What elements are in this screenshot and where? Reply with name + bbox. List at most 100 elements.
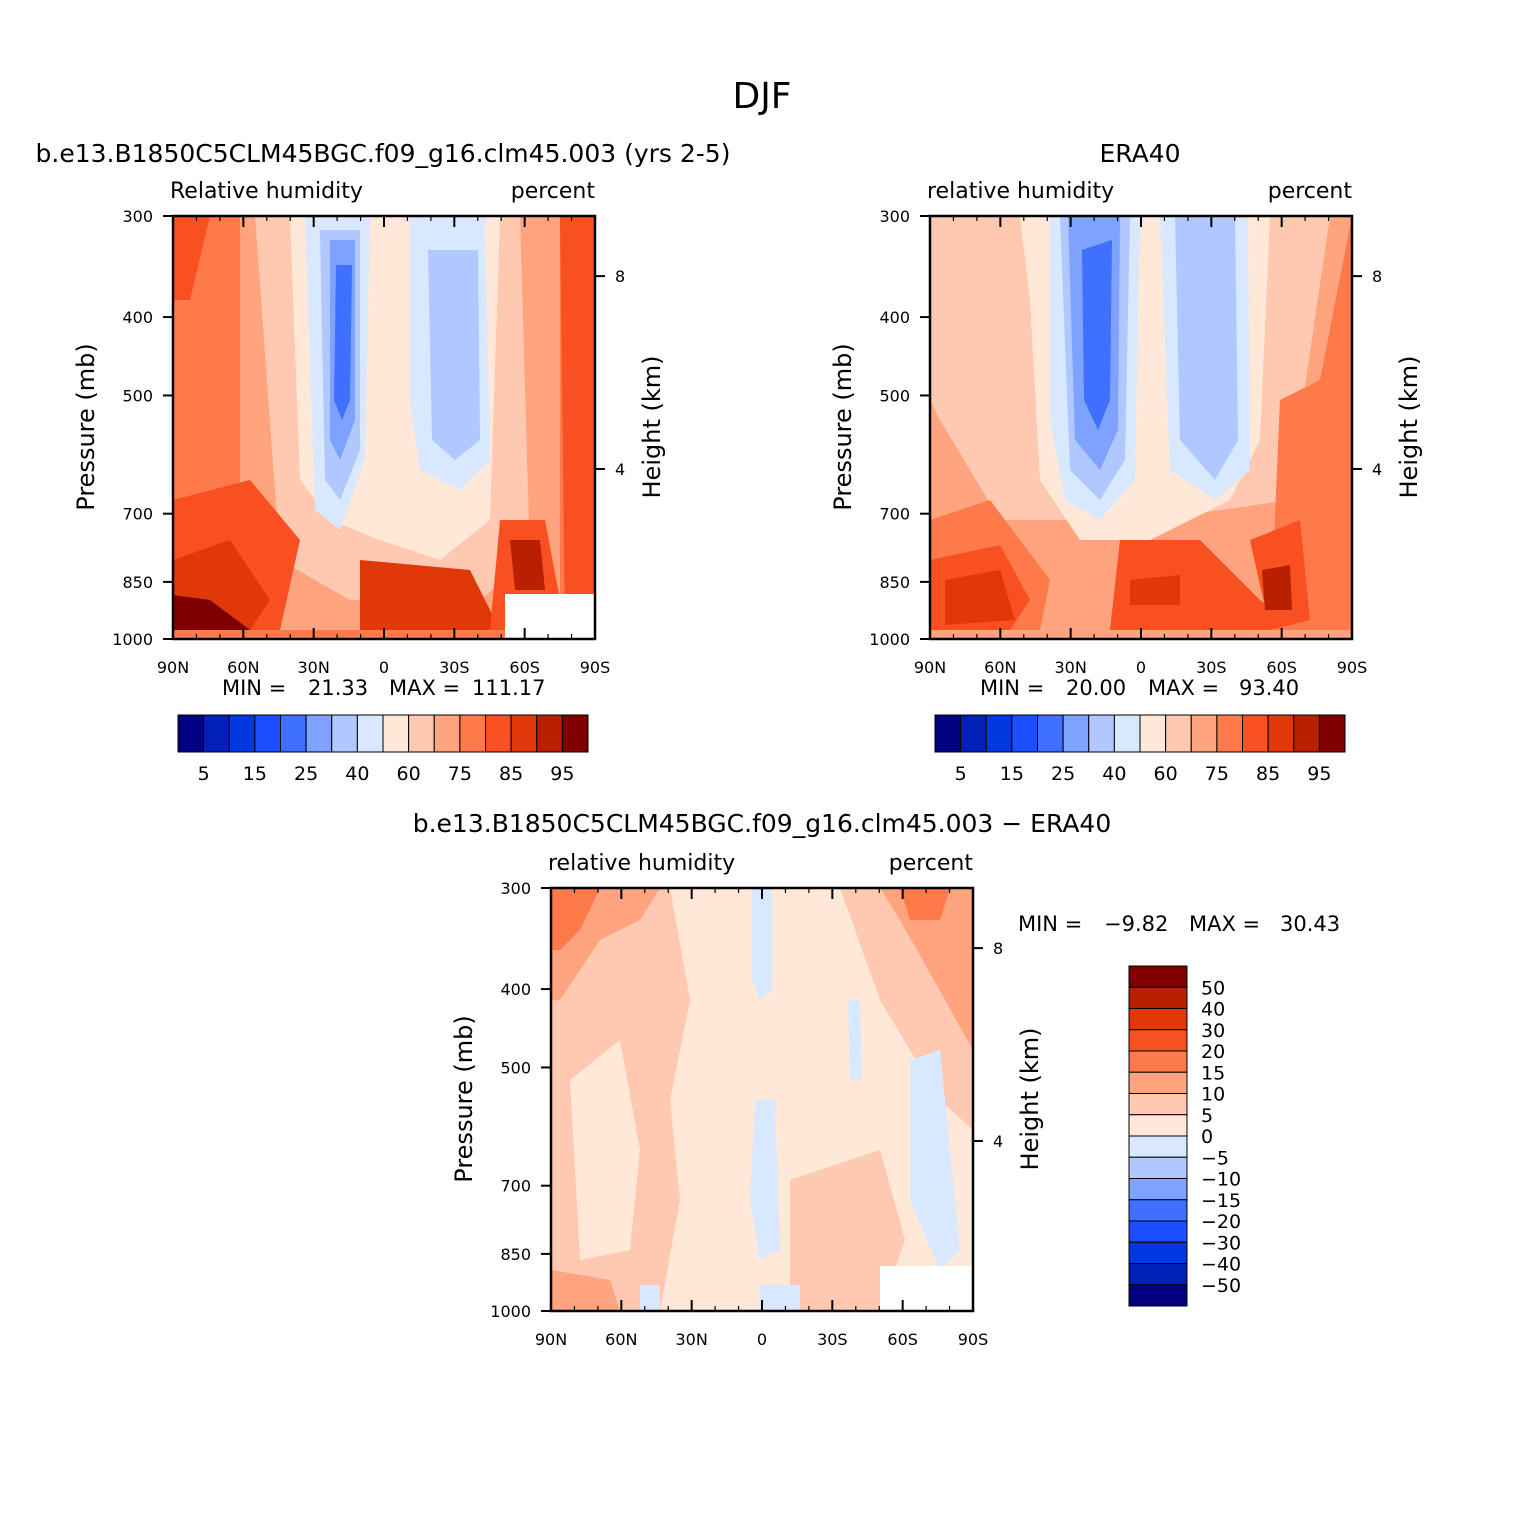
contour-moist-tropics: [1110, 540, 1300, 630]
colorbar-box: [1128, 1029, 1188, 1052]
colorbar-box: [1128, 1178, 1188, 1201]
y-tick-label: 500: [879, 386, 910, 405]
contour-moist-sh-upper: [560, 216, 595, 630]
colorbar-label: 15: [1000, 763, 1024, 785]
colorbar-label: 85: [1256, 763, 1280, 785]
colorbar-box: [331, 714, 358, 753]
panel-obs-ylabel-right: Height (km): [1395, 356, 1423, 499]
panel-model-x-axis: 90N 60N 30N 0 30S 60S 90S: [157, 216, 610, 677]
panel-obs-colorbar: 5 15 25 40 60 75 85 95: [934, 714, 1346, 785]
colorbar-label: −15: [1201, 1190, 1241, 1212]
panel-diff-x-axis: 90N 60N 30N 0 30S 60S 90S: [535, 888, 988, 1349]
x-tick-label: 30S: [439, 658, 470, 677]
contour-moist-sh-deep: [1262, 565, 1292, 610]
colorbar-box: [1128, 1008, 1188, 1031]
colorbar-box: [1128, 1156, 1188, 1179]
y-tick-label: 400: [879, 308, 910, 327]
contour-moist-sh-core: [510, 540, 545, 590]
contour-dry-sh-2: [1175, 216, 1238, 480]
x-tick-label: 90N: [535, 1330, 567, 1349]
colorbar-label: 20: [1201, 1041, 1225, 1063]
colorbar-label: 50: [1201, 977, 1225, 999]
contour-dry-nh-4: [1082, 240, 1112, 430]
colorbar-box: [485, 714, 512, 753]
y-tick-label: 850: [500, 1245, 531, 1264]
colorbar-label: 95: [1307, 763, 1331, 785]
colorbar-label: 15: [1201, 1062, 1225, 1084]
colorbar-label: 5: [955, 763, 967, 785]
y-tick-label: 700: [122, 505, 153, 524]
panel-model: b.e13.B1850C5CLM45BGC.f09_g16.clm45.003 …: [36, 139, 731, 785]
contour-pos-5-10-sh: [790, 1150, 905, 1311]
colorbar-box: [1267, 714, 1295, 753]
panel-obs-ylabel: Pressure (mb): [829, 343, 857, 510]
contour-neg-eq-upper: [752, 888, 772, 1000]
colorbar-label: −5: [1201, 1147, 1229, 1169]
panel-model-max-label: MAX =: [389, 676, 460, 700]
contour-pos-10-15-sh: [880, 888, 973, 1050]
panel-model-subtitle-left: Relative humidity: [170, 179, 363, 204]
colorbar-label: 0: [1201, 1126, 1213, 1148]
colorbar-label: −10: [1201, 1169, 1241, 1191]
height-tick-label: 4: [1372, 460, 1382, 479]
colorbar-box: [1128, 1263, 1188, 1286]
colorbar-box: [1113, 714, 1141, 753]
y-tick-label: 400: [122, 308, 153, 327]
colorbar-label: 5: [1201, 1105, 1213, 1127]
panel-obs-min-label: MIN =: [980, 676, 1044, 700]
y-tick-label: 1000: [869, 630, 910, 649]
x-tick-label: 90S: [1337, 658, 1368, 677]
colorbar-label: 75: [448, 763, 472, 785]
panel-model-ylabel: Pressure (mb): [72, 343, 100, 510]
x-tick-label: 60N: [227, 658, 259, 677]
panel-diff-min-label: MIN =: [1018, 912, 1082, 936]
colorbar-box: [1128, 965, 1188, 988]
colorbar-label: −40: [1201, 1254, 1241, 1276]
colorbar-box: [985, 714, 1013, 753]
colorbar-box: [1088, 714, 1115, 753]
panel-diff-subtitle-right: percent: [889, 851, 974, 876]
panel-diff-contours: [551, 888, 973, 1311]
colorbar-box: [1128, 1093, 1188, 1116]
panel-model-subtitle-right: percent: [511, 179, 596, 204]
panel-diff-min-value: −9.82: [1104, 912, 1168, 936]
x-tick-label: 30S: [1196, 658, 1227, 677]
colorbar-label: 25: [294, 763, 318, 785]
colorbar-box: [305, 714, 333, 753]
x-tick-label: 90N: [914, 658, 946, 677]
contour-dry-nh-4: [334, 265, 352, 420]
x-tick-label: 0: [1136, 658, 1146, 677]
panel-diff-y-axis: 300 400 500 700 850 1000: [490, 879, 551, 1321]
colorbar-box: [1128, 1114, 1188, 1137]
colorbar-label: 40: [1201, 999, 1225, 1021]
panel-model-right-axis: 84: [595, 267, 625, 479]
colorbar-box: [1318, 714, 1346, 753]
panel-obs-right-axis: 84: [1352, 267, 1382, 479]
panel-diff-max-value: 30.43: [1280, 912, 1340, 936]
colorbar-box: [433, 714, 461, 753]
panel-diff-subtitle-left: relative humidity: [548, 851, 735, 876]
y-tick-label: 500: [500, 1058, 531, 1077]
colorbar-box: [280, 714, 307, 753]
missing-data-region: [880, 1266, 973, 1311]
panel-diff-title: b.e13.B1850C5CLM45BGC.f09_g16.clm45.003 …: [413, 809, 1112, 838]
x-tick-label: 90S: [958, 1330, 989, 1349]
colorbar-box: [1165, 714, 1192, 753]
panel-obs-min-value: 20.00: [1066, 676, 1126, 700]
contour-moist-nh-polar: [173, 595, 250, 630]
contour-moist-tropics: [360, 560, 500, 630]
colorbar-label: 30: [1201, 1020, 1225, 1042]
colorbar-label: 40: [1102, 763, 1126, 785]
height-tick-label: 8: [615, 267, 625, 286]
colorbar-box: [1128, 1241, 1188, 1264]
y-tick-label: 700: [500, 1177, 531, 1196]
panel-diff-ylabel: Pressure (mb): [450, 1015, 478, 1182]
panel-obs-subtitle-left: relative humidity: [927, 179, 1114, 204]
panel-obs-max-label: MAX =: [1148, 676, 1219, 700]
panel-model-min-value: 21.33: [308, 676, 368, 700]
x-tick-label: 60S: [509, 658, 540, 677]
height-tick-label: 4: [993, 1132, 1003, 1151]
y-tick-label: 300: [879, 207, 910, 226]
contour-neg-surface: [640, 1285, 660, 1311]
